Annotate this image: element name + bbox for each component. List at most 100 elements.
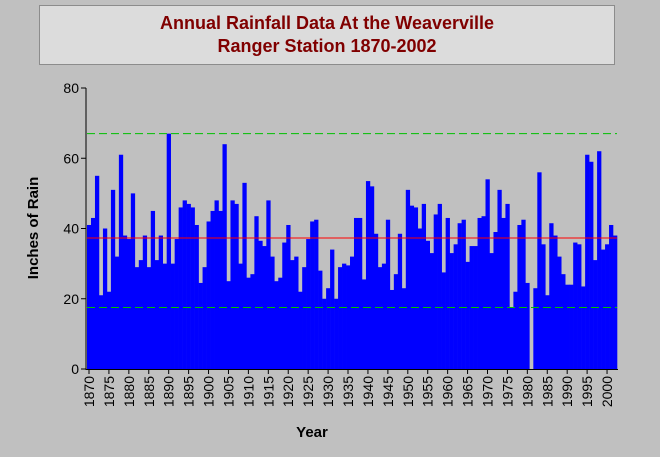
bar [549, 223, 554, 369]
bar [501, 217, 506, 369]
bar [489, 253, 494, 369]
bar [449, 253, 454, 369]
bar [110, 189, 116, 369]
bar [553, 235, 558, 369]
bar [158, 235, 164, 369]
y-tick-label: 0 [71, 361, 79, 377]
bar [365, 181, 371, 369]
x-tick-label: 2000 [599, 376, 615, 407]
bar [126, 239, 132, 369]
bar [389, 289, 395, 369]
bar [477, 217, 482, 369]
x-tick-label: 1950 [400, 376, 416, 407]
bar [142, 235, 148, 369]
bar [162, 263, 167, 370]
bar [290, 260, 295, 369]
bar [198, 282, 203, 369]
bar [138, 260, 144, 369]
bar [417, 228, 423, 369]
x-tick-label: 1945 [380, 376, 396, 407]
bar [453, 244, 458, 369]
bar [573, 242, 578, 369]
bar [190, 207, 195, 369]
bar [150, 210, 156, 369]
bar [441, 272, 446, 369]
bar [294, 256, 299, 369]
bar [505, 203, 510, 369]
bar [134, 267, 140, 369]
bar [401, 288, 407, 369]
y-ticks: 0 20 40 60 80 [63, 80, 86, 377]
x-tick-label: 1900 [201, 376, 217, 407]
x-tick-label: 1960 [440, 376, 456, 407]
bar [154, 260, 160, 369]
bar [605, 244, 610, 369]
bar [545, 295, 550, 369]
bar [178, 207, 183, 369]
x-tick-label: 1870 [81, 376, 97, 407]
bar [278, 277, 283, 369]
bar [557, 256, 562, 369]
bar [421, 203, 427, 369]
bar [429, 253, 434, 369]
bar [222, 144, 227, 369]
bar [314, 219, 319, 369]
y-tick-label: 80 [63, 80, 79, 96]
bar [569, 284, 574, 369]
x-tick-label: 1920 [280, 376, 296, 407]
bar [353, 217, 359, 369]
bar [413, 207, 419, 369]
bar [130, 193, 136, 370]
x-ticks: 1870 1875 1880 1885 1890 1895 1900 1905 1910 1915… [81, 369, 615, 407]
x-tick-label: 1955 [420, 376, 436, 407]
bar [98, 295, 104, 369]
bar [90, 217, 96, 369]
bar [465, 261, 470, 369]
bar [533, 288, 538, 369]
bars [87, 133, 618, 370]
bar [342, 263, 347, 370]
bar [87, 224, 92, 369]
bar [537, 172, 542, 369]
bar [509, 307, 514, 369]
bar [385, 219, 391, 369]
bar [282, 242, 287, 369]
bar [242, 182, 247, 369]
bar [493, 232, 498, 369]
bar [266, 200, 271, 369]
bar [525, 282, 530, 369]
bar [405, 189, 411, 369]
x-tick-label: 1975 [499, 376, 515, 407]
bar [262, 246, 267, 369]
bar [274, 281, 279, 369]
bar [254, 216, 259, 369]
bar [609, 224, 614, 369]
x-tick-label: 1890 [161, 376, 177, 407]
bar [186, 203, 191, 369]
y-tick-label: 60 [63, 150, 79, 166]
bar [497, 189, 502, 369]
bar [437, 203, 442, 369]
x-tick-label: 1970 [480, 376, 496, 407]
y-axis-label: Inches of Rain [25, 177, 42, 280]
bar [170, 263, 175, 370]
bar [361, 279, 367, 369]
bar [338, 267, 343, 369]
bar [106, 291, 112, 369]
y-tick-label: 40 [63, 221, 79, 237]
x-tick-label: 1895 [181, 376, 197, 407]
bar [613, 235, 618, 369]
bar [246, 277, 251, 369]
bar [206, 221, 211, 369]
bar [485, 179, 490, 369]
x-tick-label: 1935 [340, 376, 356, 407]
x-tick-label: 1910 [240, 376, 256, 407]
bar [330, 249, 335, 369]
reference-lines [87, 133, 617, 309]
bar [513, 291, 518, 369]
bar [210, 210, 215, 369]
bar [182, 200, 187, 369]
bar [433, 214, 438, 369]
x-tick-label: 1915 [260, 376, 276, 407]
x-tick-label: 1905 [221, 376, 237, 407]
